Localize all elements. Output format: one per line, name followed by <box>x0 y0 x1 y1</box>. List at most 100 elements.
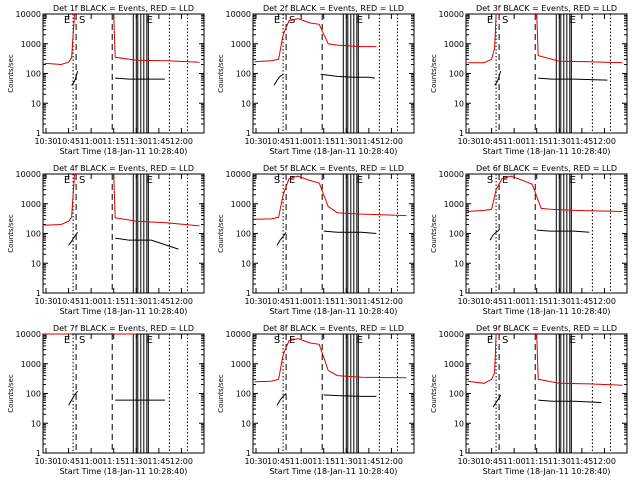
x-tick-label: 10:45 <box>480 457 503 466</box>
y-tick-label: 10 <box>31 259 41 268</box>
y-tick-label: 10 <box>31 419 41 428</box>
flag-letter: S <box>289 15 295 26</box>
events-series-line <box>276 232 287 246</box>
panel-9: Det 9f BLACK = Events, RED = LLD 1 10 100 10… <box>430 324 628 476</box>
x-tick-label: 11:45 <box>357 137 380 146</box>
y-tick-label: 1 <box>36 129 41 138</box>
lld-series-line <box>113 173 200 227</box>
panel-title: Det 3f BLACK = Events, RED = LLD <box>476 4 617 13</box>
x-tick-label: 12:00 <box>380 297 403 306</box>
flag-letter: S <box>79 15 85 26</box>
x-axis-label: Start Time (18-Jan-11 10:28:40) <box>483 467 611 476</box>
plot-frame <box>465 333 628 454</box>
y-tick-label: 10000 <box>439 170 464 179</box>
panel-8: Det 8f BLACK = Events, RED = LLD 1 10 100 10… <box>217 324 415 476</box>
events-series-line <box>492 394 502 408</box>
x-tick-label: 11:30 <box>125 137 148 146</box>
x-tick-label: 11:15 <box>102 137 125 146</box>
x-tick-label: 10:45 <box>267 457 290 466</box>
x-tick-label: 11:45 <box>147 297 170 306</box>
x-tick-label: 10:45 <box>267 137 290 146</box>
x-tick-label: 10:30 <box>244 137 267 146</box>
x-axis-label: Start Time (18-Jan-11 10:28:40) <box>483 307 611 316</box>
panel-3: Det 3f BLACK = Events, RED = LLD 1 10 100 10… <box>430 4 628 156</box>
lld-series-line <box>467 175 623 212</box>
y-tick-label: 1 <box>459 449 464 458</box>
y-tick-label: 1000 <box>231 200 251 209</box>
flag-letter: E <box>147 175 153 186</box>
x-tick-label: 11:15 <box>312 297 335 306</box>
y-tick-label: 1 <box>36 449 41 458</box>
flag-letter: E <box>64 15 70 26</box>
events-series-line <box>489 229 500 241</box>
flag-letter: E <box>289 175 295 186</box>
x-tick-label: 11:30 <box>548 137 571 146</box>
y-tick-label: 10000 <box>439 330 464 339</box>
events-series-line <box>323 230 377 234</box>
events-series-line <box>68 232 79 246</box>
x-tick-label: 11:15 <box>312 457 335 466</box>
x-tick-label: 12:00 <box>380 457 403 466</box>
x-tick-label: 10:30 <box>34 457 57 466</box>
plot-frame <box>252 333 415 454</box>
x-tick-label: 10:30 <box>34 297 57 306</box>
y-tick-label: 100 <box>449 390 464 399</box>
y-axis-label: Counts/sec <box>430 54 438 93</box>
x-tick-label: 11:45 <box>570 457 593 466</box>
lld-series-line <box>467 13 497 64</box>
x-axis-label: Start Time (18-Jan-11 10:28:40) <box>60 467 188 476</box>
x-tick-label: 12:00 <box>593 137 616 146</box>
events-series-line <box>273 73 284 86</box>
lld-series-line <box>254 175 407 220</box>
x-tick-label: 11:45 <box>357 457 380 466</box>
events-series-line <box>320 73 375 79</box>
y-axis-label: Counts/sec <box>217 54 225 93</box>
x-tick-label: 10:45 <box>57 457 80 466</box>
y-axis-label: Counts/sec <box>7 214 15 253</box>
panel-title: Det 4f BLACK = Events, RED = LLD <box>53 164 194 173</box>
y-tick-label: 10 <box>31 99 41 108</box>
y-tick-label: 1000 <box>21 200 41 209</box>
x-axis-label: Start Time (18-Jan-11 10:28:40) <box>270 307 398 316</box>
y-tick-label: 1 <box>459 129 464 138</box>
x-tick-label: 11:30 <box>548 297 571 306</box>
events-series-line <box>536 229 590 233</box>
events-series-line <box>71 70 79 86</box>
flag-letter: S <box>487 175 493 186</box>
y-tick-label: 10000 <box>226 330 251 339</box>
flag-letter: E <box>487 15 493 26</box>
y-tick-label: 10000 <box>226 10 251 19</box>
x-tick-label: 11:30 <box>335 297 358 306</box>
y-tick-label: 10 <box>241 419 251 428</box>
flag-letter: S <box>79 335 85 346</box>
y-tick-label: 1000 <box>444 40 464 49</box>
events-series-line <box>494 70 502 86</box>
plot-frame <box>252 13 415 134</box>
flag-letter: E <box>289 335 295 346</box>
flag-letter: S <box>502 335 508 346</box>
y-tick-label: 100 <box>449 70 464 79</box>
panel-title: Det 9f BLACK = Events, RED = LLD <box>476 324 617 333</box>
flag-letter: E <box>357 15 363 26</box>
y-tick-label: 10000 <box>16 170 41 179</box>
flag-letter: S <box>502 15 508 26</box>
x-tick-label: 11:30 <box>335 457 358 466</box>
flag-letter: E <box>147 335 153 346</box>
y-tick-label: 1 <box>246 289 251 298</box>
y-tick-label: 10000 <box>439 10 464 19</box>
x-tick-label: 11:45 <box>147 137 170 146</box>
panel-title: Det 1f BLACK = Events, RED = LLD <box>53 4 194 13</box>
flag-letter: E <box>570 335 576 346</box>
events-series-line <box>276 393 287 406</box>
y-tick-label: 10 <box>454 99 464 108</box>
x-tick-label: 11:30 <box>125 297 148 306</box>
x-axis-label: Start Time (18-Jan-11 10:28:40) <box>483 147 611 156</box>
plot-frame <box>252 173 415 294</box>
x-tick-label: 11:00 <box>503 297 526 306</box>
y-tick-label: 10 <box>241 99 251 108</box>
x-tick-label: 12:00 <box>593 457 616 466</box>
flag-letter: S <box>274 335 280 346</box>
lld-series-line <box>536 13 623 64</box>
x-tick-label: 11:00 <box>290 297 313 306</box>
